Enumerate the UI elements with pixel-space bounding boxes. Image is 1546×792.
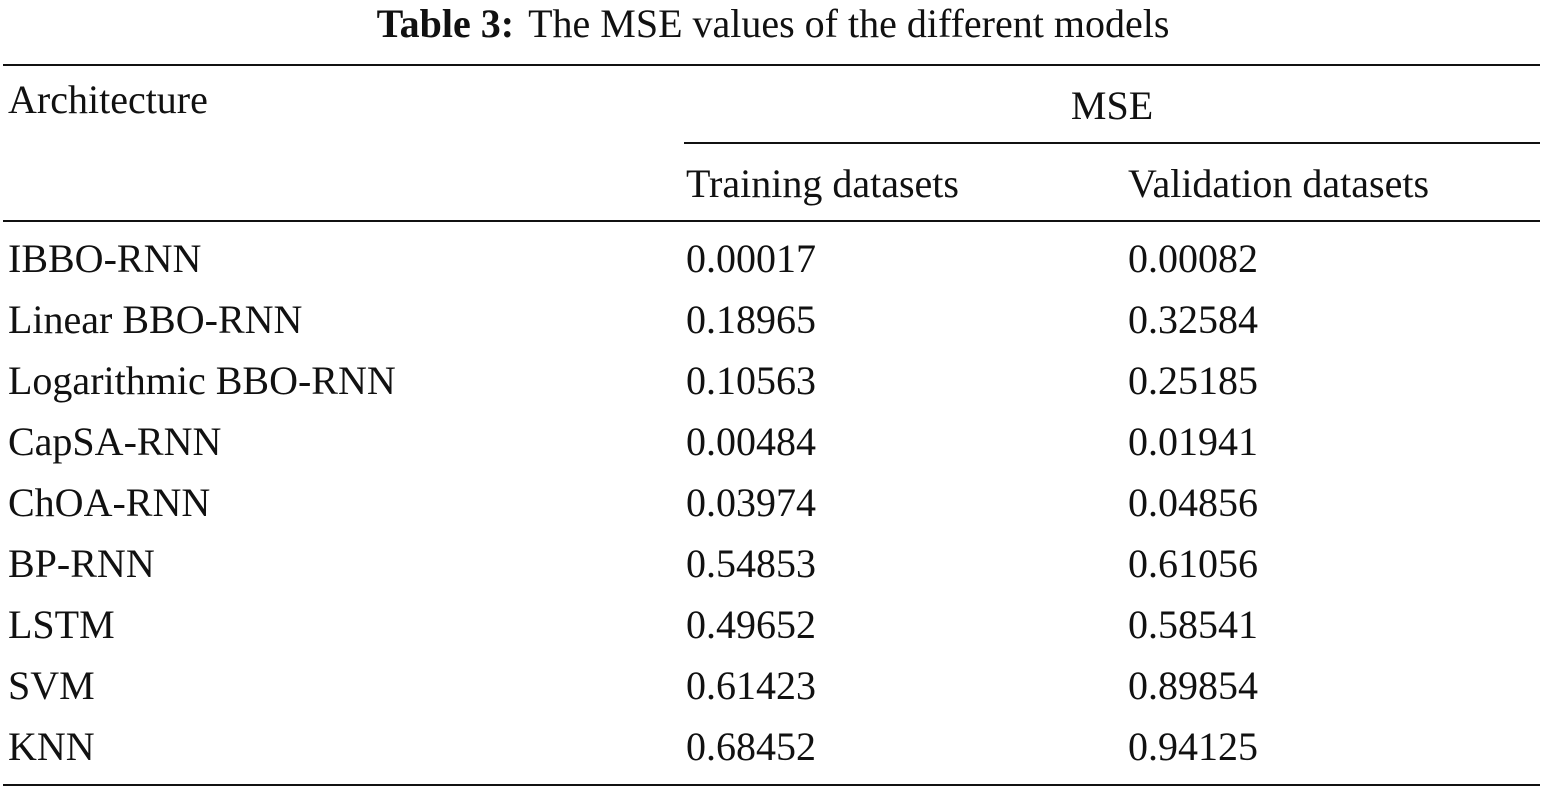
table-row: Logarithmic BBO-RNN 0.10563 0.25185: [0, 352, 1546, 413]
table-top-rule: [3, 64, 1540, 66]
column-header-training: Training datasets: [686, 161, 959, 206]
cell-validation-mse: 0.89854: [1128, 663, 1258, 708]
cell-training-mse: 0.03974: [686, 480, 816, 525]
cell-validation-mse: 0.58541: [1128, 602, 1258, 647]
column-header-architecture: Architecture: [8, 77, 208, 122]
cell-architecture: SVM: [8, 663, 95, 708]
cell-training-mse: 0.00017: [686, 236, 816, 281]
cell-validation-mse: 0.25185: [1128, 358, 1258, 403]
cell-architecture: Logarithmic BBO-RNN: [8, 358, 396, 403]
cell-training-mse: 0.49652: [686, 602, 816, 647]
cell-architecture: BP-RNN: [8, 541, 155, 586]
table-row: SVM 0.61423 0.89854: [0, 657, 1546, 718]
table-row: IBBO-RNN 0.00017 0.00082: [0, 230, 1546, 291]
table-caption-text: The MSE values of the different models: [528, 1, 1170, 46]
table-row: Linear BBO-RNN 0.18965 0.32584: [0, 291, 1546, 352]
table-bottom-rule: [3, 784, 1540, 786]
table-row: KNN 0.68452 0.94125: [0, 718, 1546, 779]
cell-training-mse: 0.68452: [686, 724, 816, 769]
column-group-header-mse: MSE: [1070, 83, 1154, 128]
cell-architecture: CapSA-RNN: [8, 419, 222, 464]
cell-training-mse: 0.10563: [686, 358, 816, 403]
cell-validation-mse: 0.01941: [1128, 419, 1258, 464]
cell-architecture: KNN: [8, 724, 95, 769]
cell-training-mse: 0.18965: [686, 297, 816, 342]
cell-architecture: LSTM: [8, 602, 115, 647]
cell-validation-mse: 0.94125: [1128, 724, 1258, 769]
table-row: BP-RNN 0.54853 0.61056: [0, 535, 1546, 596]
cell-architecture: ChOA-RNN: [8, 480, 211, 525]
cell-architecture: Linear BBO-RNN: [8, 297, 303, 342]
cell-training-mse: 0.61423: [686, 663, 816, 708]
table-body: IBBO-RNN 0.00017 0.00082 Linear BBO-RNN …: [0, 230, 1546, 779]
group-header-rule: [684, 142, 1540, 144]
header-bottom-rule: [3, 220, 1540, 222]
table-row: CapSA-RNN 0.00484 0.01941: [0, 413, 1546, 474]
cell-training-mse: 0.00484: [686, 419, 816, 464]
table-row: ChOA-RNN 0.03974 0.04856: [0, 474, 1546, 535]
cell-validation-mse: 0.00082: [1128, 236, 1258, 281]
cell-architecture: IBBO-RNN: [8, 236, 202, 281]
table-caption: Table 3: The MSE values of the different …: [0, 0, 1546, 52]
cell-validation-mse: 0.61056: [1128, 541, 1258, 586]
table-row: LSTM 0.49652 0.58541: [0, 596, 1546, 657]
table-caption-label: Table 3:: [376, 1, 515, 46]
column-header-validation: Validation datasets: [1128, 161, 1430, 206]
cell-validation-mse: 0.32584: [1128, 297, 1258, 342]
cell-training-mse: 0.54853: [686, 541, 816, 586]
cell-validation-mse: 0.04856: [1128, 480, 1258, 525]
